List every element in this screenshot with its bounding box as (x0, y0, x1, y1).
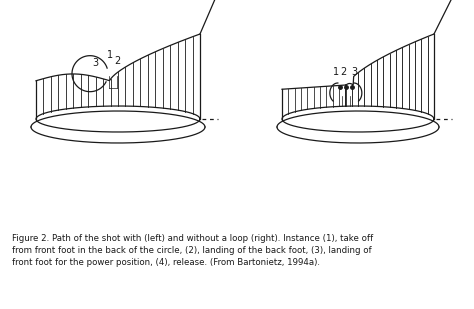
Text: 2: 2 (114, 56, 120, 66)
Text: 1: 1 (333, 67, 339, 77)
Text: 1: 1 (107, 50, 113, 60)
Text: Figure 2. Path of the shot with (left) and without a loop (right). Instance (1),: Figure 2. Path of the shot with (left) a… (12, 234, 373, 267)
Text: 3: 3 (92, 58, 98, 68)
Text: 3: 3 (352, 67, 358, 77)
Text: 2: 2 (341, 67, 347, 77)
